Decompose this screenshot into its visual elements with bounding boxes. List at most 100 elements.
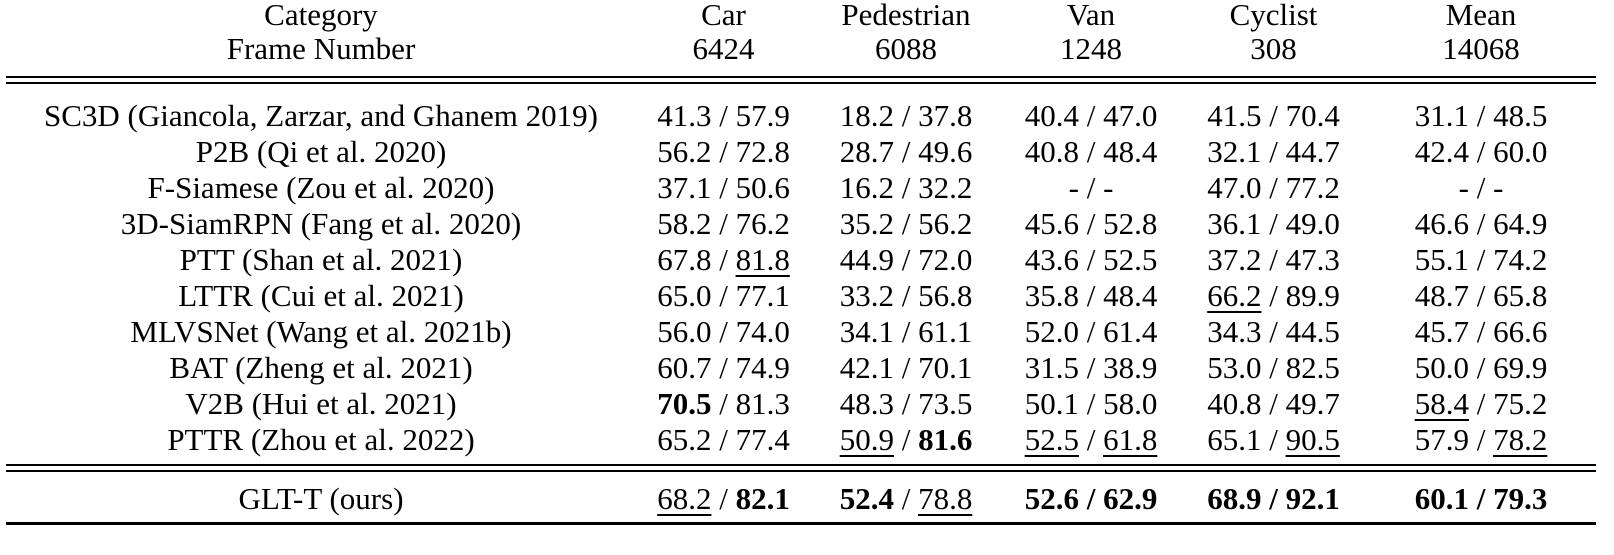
header-row-category: Category Car Pedestrian Van Cyclist Mean (6, 0, 1596, 30)
precision-value: 70.1 (918, 350, 973, 385)
success-value: 58.2 (657, 206, 712, 241)
cell-pedestrian: 50.9 / 81.6 (811, 422, 1001, 458)
value-separator: / (1468, 481, 1494, 516)
table-body: SC3D (Giancola, Zarzar, and Ghanem 2019)… (6, 98, 1596, 458)
precision-value: 73.5 (918, 386, 973, 421)
precision-value: 74.9 (735, 350, 790, 385)
frame-count-van: 1248 (1060, 31, 1122, 66)
cell-van: 43.6 / 52.5 (1001, 242, 1181, 278)
success-value: 33.2 (839, 278, 894, 313)
precision-value: 32.2 (918, 170, 973, 205)
cell-mean: 58.4 / 75.2 (1366, 386, 1596, 422)
precision-value: 77.2 (1285, 170, 1340, 205)
success-value: 57.9 (1414, 422, 1469, 457)
table-row: MLVSNet (Wang et al. 2021b) 56.0 / 74.0 34… (6, 314, 1596, 350)
value-separator: / (1468, 242, 1494, 277)
value-separator: / (1261, 170, 1286, 205)
value-separator: / (1468, 314, 1494, 349)
success-value: 52.0 (1024, 314, 1079, 349)
value-separator: / (1078, 170, 1104, 205)
table-row: BAT (Zheng et al. 2021) 60.7 / 74.9 42.1 /… (6, 350, 1596, 386)
precision-value: 78.2 (1493, 422, 1548, 457)
method-name-ours: GLT-T (ours) (238, 481, 404, 516)
precision-value: 76.2 (735, 206, 790, 241)
success-value: 42.1 (839, 350, 894, 385)
cell-van: 52.5 / 61.8 (1001, 422, 1181, 458)
cell-mean: 55.1 / 74.2 (1366, 242, 1596, 278)
cell-mean: 57.9 / 78.2 (1366, 422, 1596, 458)
cell-cyclist: 41.5 / 70.4 (1181, 98, 1366, 134)
cell-pedestrian: 33.2 / 56.8 (811, 278, 1001, 314)
cell-cyclist: 66.2 / 89.9 (1181, 278, 1366, 314)
success-value: 66.2 (1207, 278, 1262, 313)
cell-van: 35.8 / 48.4 (1001, 278, 1181, 314)
cell-mean: 48.7 / 65.8 (1366, 278, 1596, 314)
final-rule (6, 458, 1596, 476)
cell-cyclist: 68.9 / 92.1 (1181, 476, 1366, 524)
success-value: 65.1 (1207, 422, 1262, 457)
success-value: 56.2 (657, 134, 712, 169)
success-value: 43.6 (1024, 242, 1079, 277)
success-value: - (1458, 170, 1469, 205)
precision-value: 81.6 (918, 422, 973, 457)
precision-value: 49.7 (1285, 386, 1340, 421)
value-separator: / (1468, 278, 1494, 313)
precision-value: 57.9 (735, 98, 790, 133)
value-separator: / (893, 206, 919, 241)
success-value: 45.6 (1024, 206, 1079, 241)
success-value: 65.0 (657, 278, 712, 313)
method-name: PTTR (Zhou et al. 2022) (167, 422, 475, 457)
results-table-container: Category Car Pedestrian Van Cyclist Mean… (6, 0, 1596, 526)
value-separator: / (1468, 386, 1494, 421)
precision-value: 52.5 (1103, 242, 1158, 277)
precision-value: 44.7 (1285, 134, 1340, 169)
method-name: SC3D (Giancola, Zarzar, and Ghanem 2019) (44, 98, 598, 133)
value-separator: / (893, 350, 919, 385)
cell-van: 40.8 / 48.4 (1001, 134, 1181, 170)
precision-value: 78.8 (918, 481, 973, 516)
success-value: 50.0 (1414, 350, 1469, 385)
value-separator: / (1261, 242, 1286, 277)
value-separator: / (1261, 481, 1286, 516)
value-separator: / (711, 422, 736, 457)
method-name: P2B (Qi et al. 2020) (195, 134, 447, 169)
value-separator: / (1261, 314, 1286, 349)
precision-value: 49.0 (1285, 206, 1340, 241)
cell-van: - / - (1001, 170, 1181, 206)
precision-value: 62.9 (1103, 481, 1158, 516)
table-row: V2B (Hui et al. 2021) 70.5 / 81.3 48.3 / 7… (6, 386, 1596, 422)
precision-value: 61.8 (1103, 422, 1158, 457)
cell-pedestrian: 34.1 / 61.1 (811, 314, 1001, 350)
precision-value: 37.8 (918, 98, 973, 133)
cell-mean: 45.7 / 66.6 (1366, 314, 1596, 350)
table-final: GLT-T (ours) 68.2 / 82.1 52.4 / 78.8 52.6 /… (6, 476, 1596, 524)
value-separator: / (893, 242, 919, 277)
cell-car: 56.0 / 74.0 (636, 314, 811, 350)
table-row: P2B (Qi et al. 2020) 56.2 / 72.8 28.7 / 49… (6, 134, 1596, 170)
success-value: 40.4 (1024, 98, 1079, 133)
cell-car: 60.7 / 74.9 (636, 350, 811, 386)
double-rule-top (6, 76, 1596, 84)
success-value: 37.1 (657, 170, 712, 205)
success-value: 48.3 (839, 386, 894, 421)
cell-cyclist: 37.2 / 47.3 (1181, 242, 1366, 278)
cell-car: 70.5 / 81.3 (636, 386, 811, 422)
precision-value: 38.9 (1103, 350, 1158, 385)
value-separator: / (1078, 386, 1104, 421)
value-separator: / (893, 98, 919, 133)
value-separator: / (711, 350, 736, 385)
precision-value: 81.3 (735, 386, 790, 421)
value-separator: / (711, 134, 736, 169)
value-separator: / (1078, 134, 1104, 169)
precision-value: 72.8 (735, 134, 790, 169)
precision-value: - (1493, 170, 1504, 205)
success-value: 31.1 (1414, 98, 1469, 133)
double-rule-bottom (6, 464, 1596, 472)
success-value: 46.6 (1414, 206, 1469, 241)
cell-cyclist: 40.8 / 49.7 (1181, 386, 1366, 422)
cell-van: 45.6 / 52.8 (1001, 206, 1181, 242)
cell-mean: 31.1 / 48.5 (1366, 98, 1596, 134)
frame-count-car: 6424 (692, 31, 755, 66)
success-value: 40.8 (1207, 386, 1262, 421)
success-value: 52.6 (1024, 481, 1079, 516)
